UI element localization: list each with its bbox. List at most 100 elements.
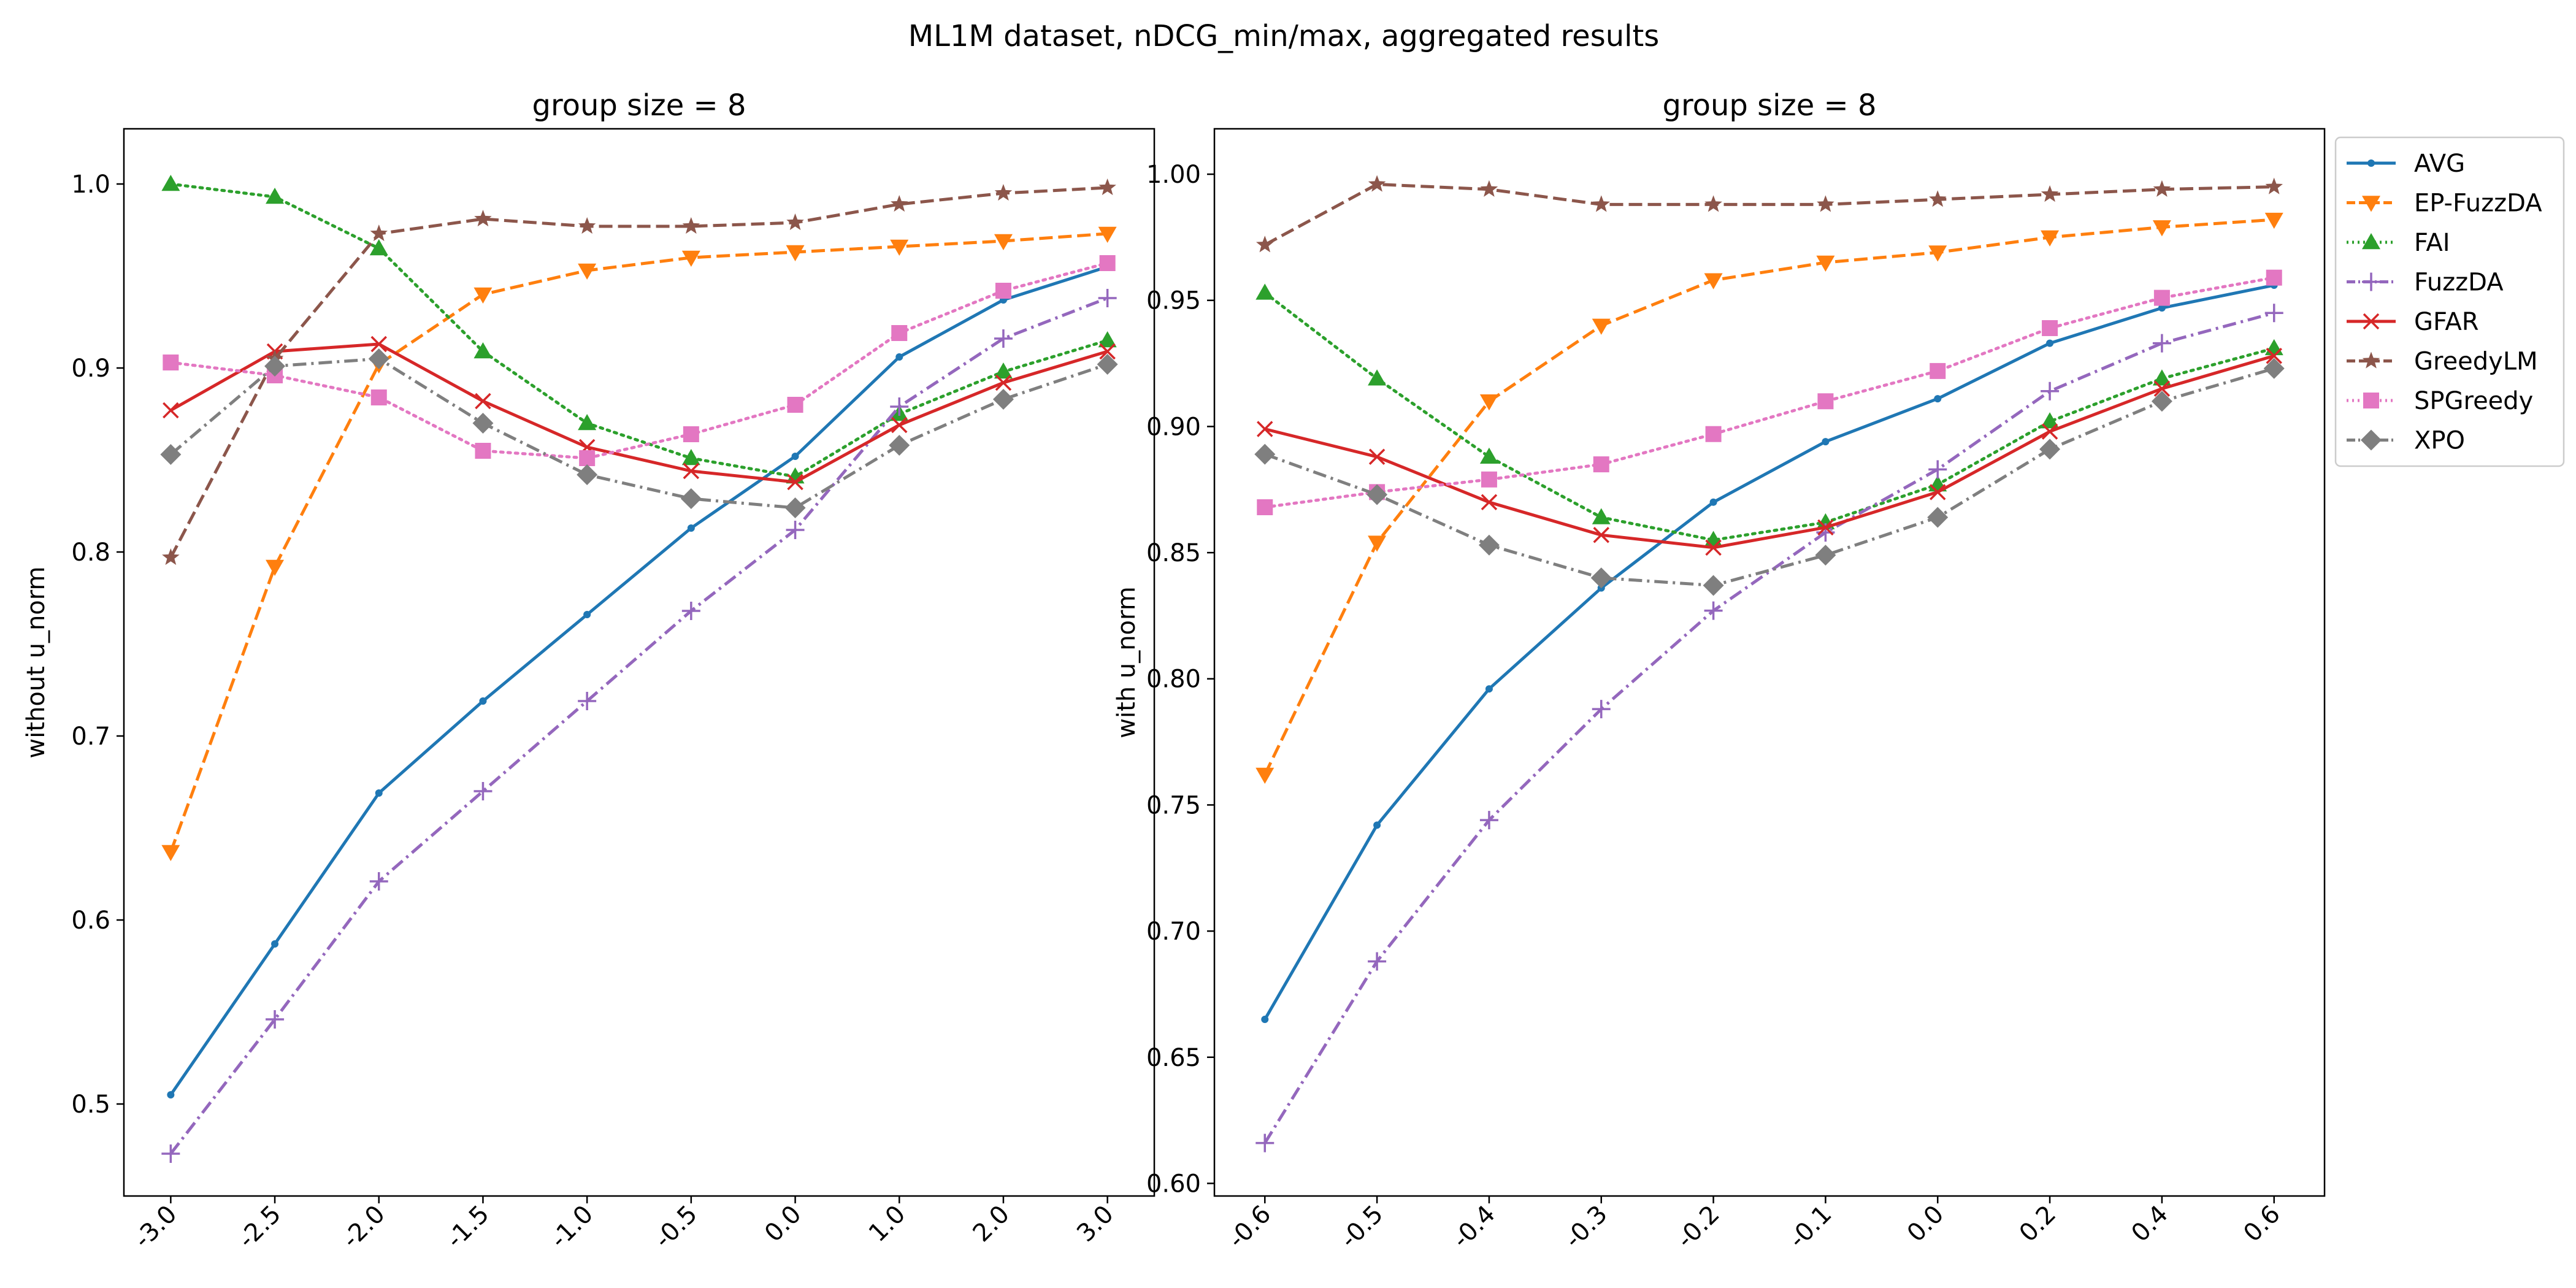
data-point-avg: [895, 353, 903, 361]
series-line-spgreedy: [169, 261, 1110, 460]
data-point-gfar: [370, 335, 387, 353]
data-point-ep-fuzzda: [1704, 273, 1723, 289]
legend-label-ep-fuzzda: EP-FuzzDA: [2414, 190, 2542, 218]
legend-entry-fuzzda: FuzzDA: [2347, 269, 2504, 297]
legend-entry-fai: FAI: [2347, 229, 2450, 257]
data-point-gfar: [1368, 448, 1386, 465]
data-point-xpo: [160, 444, 182, 465]
data-point-greedylm: [891, 195, 908, 212]
data-point-greedylm: [1256, 236, 1274, 253]
data-point-ep-fuzzda: [681, 250, 700, 267]
series-fuzzda: [161, 289, 1117, 1163]
data-point-fuzzda: [369, 872, 388, 891]
data-point-fai: [1479, 447, 1498, 464]
legend-label-avg: AVG: [2414, 150, 2465, 178]
data-point-greedylm: [474, 210, 492, 227]
data-point-avg: [1709, 498, 1717, 506]
legend-entry-spgreedy: SPGreedy: [2347, 387, 2533, 415]
legend-box: [2334, 136, 2565, 467]
data-point-fuzzda: [786, 521, 805, 539]
data-point-avg: [271, 940, 279, 948]
data-point-ep-fuzzda: [890, 239, 909, 256]
data-point-greedylm: [786, 213, 804, 231]
data-point-gfar: [683, 462, 700, 480]
data-point-ep-fuzzda: [1592, 318, 1611, 335]
series-line-ep-fuzzda: [169, 232, 1108, 853]
y-tick-label: 1.00: [1146, 161, 1201, 189]
data-point-avg: [1373, 821, 1381, 829]
legend-entry-gfar: GFAR: [2347, 308, 2479, 336]
y-tick-label: 0.5: [71, 1091, 110, 1119]
data-point-greedylm: [1480, 180, 1498, 197]
data-point-greedylm: [2153, 180, 2171, 197]
data-point-greedylm: [1098, 178, 1116, 196]
data-point-xpo: [2151, 391, 2172, 412]
y-tick-label: 0.65: [1146, 1044, 1201, 1072]
data-point-fai: [161, 175, 180, 191]
data-point-ep-fuzzda: [2041, 230, 2060, 247]
series-line-spgreedy: [1263, 276, 2276, 509]
data-point-gfar: [163, 402, 179, 419]
data-point-avg: [1261, 1016, 1269, 1024]
data-point-spgreedy: [370, 389, 387, 405]
series-line-avg: [1263, 283, 2275, 1021]
data-point-fuzzda: [473, 782, 493, 800]
data-point-xpo: [2263, 358, 2285, 379]
data-point-ep-fuzzda: [578, 263, 597, 280]
data-point-fai: [1255, 283, 1275, 300]
data-point-fuzzda: [681, 602, 700, 620]
data-point-ep-fuzzda: [1255, 767, 1275, 784]
series-line-ep-fuzzda: [1263, 218, 2274, 776]
series-avg: [1261, 282, 2278, 1024]
data-point-fuzzda: [1479, 811, 1498, 830]
y-tick-label: 0.60: [1146, 1170, 1201, 1198]
data-point-fuzzda: [1098, 289, 1117, 307]
data-point-spgreedy: [1930, 362, 1946, 379]
data-point-xpo: [1254, 443, 1276, 465]
data-point-spgreedy: [995, 283, 1011, 299]
data-point-xpo: [992, 389, 1014, 410]
y-tick-label: 1.0: [71, 171, 110, 199]
data-point-ep-fuzzda: [161, 845, 180, 861]
series-ep-fuzzda: [1255, 212, 2283, 784]
data-point-avg: [2158, 304, 2166, 312]
series-line-greedylm: [1264, 183, 2274, 247]
figure-title: ML1M dataset, nDCG_min/max, aggregated r…: [908, 19, 1660, 53]
data-point-greedylm: [994, 184, 1013, 201]
data-point-ep-fuzzda: [1479, 394, 1498, 411]
data-point-spgreedy: [579, 450, 596, 466]
data-point-xpo: [1478, 534, 1500, 556]
data-point-greedylm: [2041, 185, 2059, 202]
legend-label-xpo: XPO: [2414, 427, 2465, 455]
data-point-gfar: [1930, 484, 1946, 500]
data-point-ep-fuzzda: [473, 287, 493, 304]
data-point-spgreedy: [475, 443, 491, 459]
data-point-spgreedy: [163, 355, 179, 370]
data-point-xpo: [1927, 507, 1949, 528]
data-point-gfar: [475, 393, 491, 410]
data-point-gfar: [1705, 539, 1722, 556]
data-point-greedylm: [1368, 175, 1386, 192]
y-tick-label: 0.75: [1146, 791, 1201, 819]
data-point-gfar: [1099, 343, 1116, 360]
series-line-fai: [1263, 291, 2276, 542]
legend-label-gfar: GFAR: [2414, 308, 2479, 336]
legend-label-fuzzda: FuzzDA: [2414, 269, 2504, 297]
series-line-avg: [169, 265, 1108, 1096]
series-line-fuzzda: [1263, 311, 2275, 1144]
legend-label-fai: FAI: [2414, 229, 2450, 257]
legend-marker-ep-fuzzda: [2362, 196, 2380, 212]
data-point-fai: [994, 362, 1013, 379]
data-point-avg: [687, 524, 695, 532]
series-xpo: [160, 348, 1118, 518]
data-point-xpo: [1367, 484, 1388, 505]
data-point-gfar: [1593, 527, 1609, 543]
data-point-avg: [1485, 685, 1493, 693]
data-point-ep-fuzzda: [1928, 245, 1947, 262]
data-point-greedylm: [578, 217, 596, 234]
data-point-fuzzda: [2152, 334, 2171, 353]
legend-marker-xpo: [2361, 429, 2382, 451]
data-point-fai: [681, 449, 700, 466]
data-point-xpo: [889, 435, 910, 456]
